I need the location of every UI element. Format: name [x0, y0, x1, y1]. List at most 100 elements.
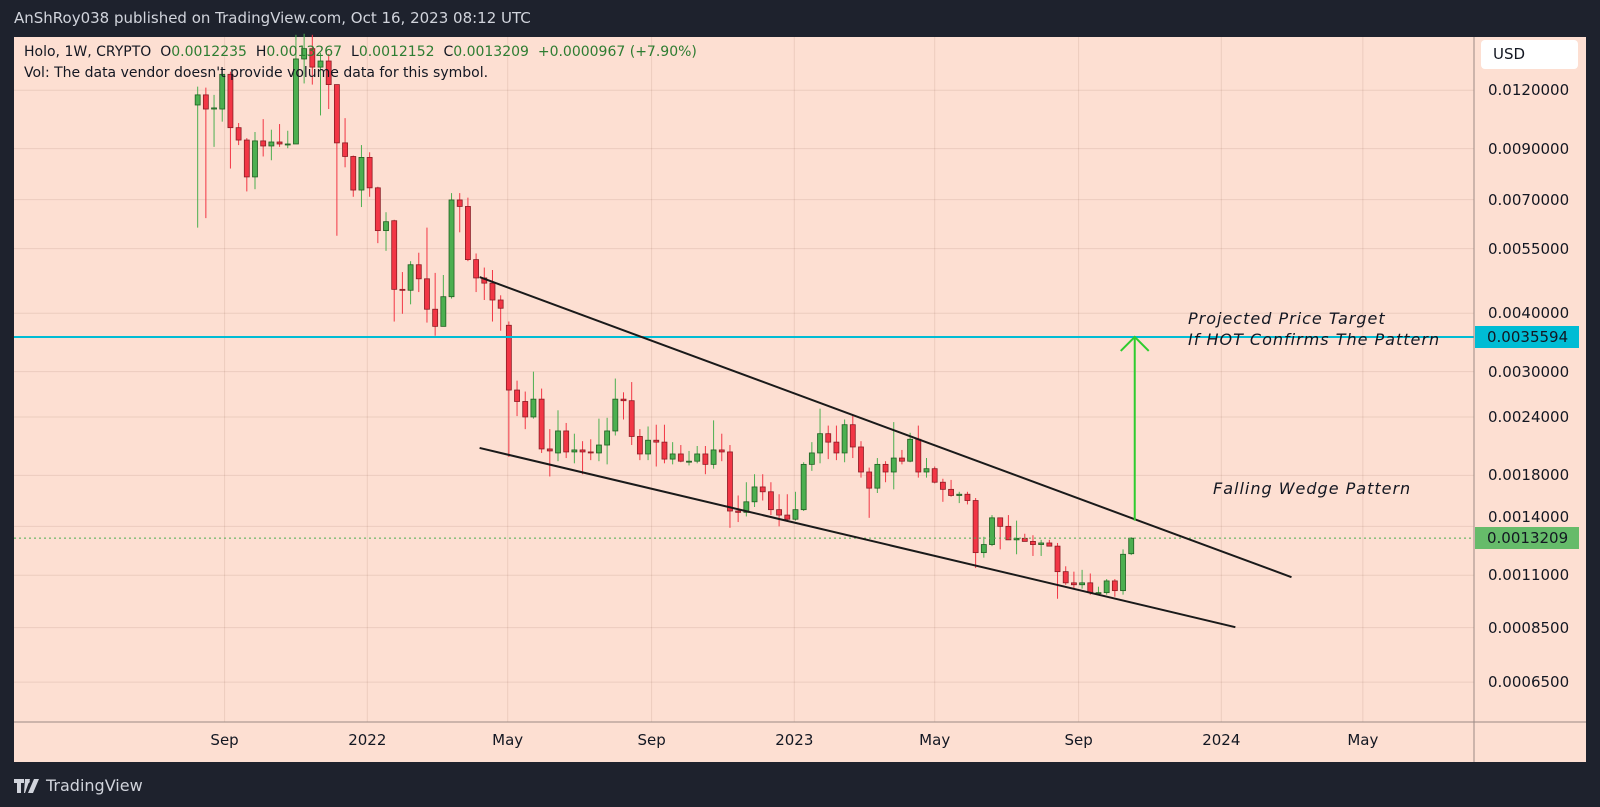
candle-body — [366, 157, 373, 189]
upper-wedge-line[interactable] — [479, 276, 1292, 579]
candle — [980, 536, 987, 558]
candle-body — [211, 107, 217, 110]
price-tick-label: 0.0030000 — [1488, 362, 1570, 381]
candle-body — [694, 453, 701, 462]
candle-body — [972, 500, 979, 554]
candle-body — [235, 127, 242, 141]
candle-body — [333, 84, 340, 144]
candle-body — [1021, 537, 1028, 542]
candle-body — [1046, 542, 1053, 547]
candle-body — [268, 141, 275, 147]
candle — [948, 479, 954, 497]
lower-wedge-line[interactable] — [479, 446, 1236, 629]
candle — [751, 474, 758, 508]
price-tick-label: 0.0006500 — [1488, 673, 1570, 692]
candle-body — [399, 288, 406, 291]
candle — [784, 494, 791, 521]
grid — [14, 37, 1474, 722]
candle — [456, 193, 463, 233]
axes-frame — [14, 37, 1586, 762]
candle — [956, 491, 963, 504]
candle — [546, 429, 553, 477]
candle — [1103, 579, 1110, 595]
ohlc-legend: Holo, 1W, CRYPTO O0.0012235 H0.0013267 L… — [24, 44, 697, 60]
candle — [939, 478, 946, 502]
candle — [383, 212, 389, 251]
candle — [710, 420, 717, 469]
logo-text: TradingView — [46, 776, 143, 795]
candle-body — [768, 491, 774, 511]
candle-body — [645, 439, 651, 455]
candle-body — [219, 73, 226, 110]
target-text-1: Projected Price Target — [1188, 309, 1386, 328]
candle — [497, 295, 504, 331]
candle — [358, 145, 365, 208]
close-label: C — [443, 44, 454, 60]
candle — [284, 130, 291, 149]
candle-body — [309, 48, 316, 68]
candle — [235, 123, 242, 146]
candle — [890, 422, 897, 490]
candle-body — [555, 430, 561, 454]
candle-body — [194, 94, 201, 106]
candle-body — [1005, 525, 1012, 541]
candle-body — [473, 259, 479, 279]
price-tick-label: 0.0024000 — [1488, 407, 1570, 426]
candle — [1013, 520, 1020, 555]
candle-body — [391, 220, 398, 290]
price-tick-label: 0.0018000 — [1488, 466, 1570, 485]
candle-body — [669, 453, 676, 460]
chart-panel[interactable] — [14, 37, 1586, 762]
candle-body — [1013, 537, 1020, 541]
time-tick-label: Sep — [210, 731, 239, 749]
candle — [1021, 533, 1028, 542]
candle — [505, 321, 512, 458]
candle — [342, 118, 348, 168]
candle — [727, 445, 733, 528]
candle-body — [808, 452, 815, 465]
candle — [260, 119, 267, 157]
candle — [989, 515, 995, 547]
candle-body — [661, 441, 668, 460]
candle — [604, 417, 611, 465]
candle-body — [923, 468, 930, 473]
candle-body — [202, 94, 209, 110]
candle — [645, 426, 651, 461]
candle-body — [997, 517, 1004, 527]
candle — [768, 482, 774, 516]
candle — [800, 462, 807, 512]
candle-body — [350, 156, 357, 191]
currency-button[interactable]: USD — [1481, 40, 1578, 69]
candle — [1038, 539, 1045, 556]
candle-body — [465, 206, 471, 261]
candle — [276, 124, 283, 147]
candle — [669, 442, 676, 465]
candle-body — [383, 221, 389, 232]
candle-body — [989, 517, 995, 545]
candle-body — [628, 400, 635, 437]
candle — [1054, 542, 1061, 599]
candle — [538, 388, 545, 453]
candle — [555, 410, 561, 462]
candle-body — [636, 436, 643, 455]
candle — [522, 391, 529, 430]
candle — [268, 129, 275, 161]
candle-body — [546, 448, 553, 452]
candle — [866, 467, 873, 518]
tradingview-logo[interactable]: TradingView — [14, 776, 143, 795]
candle — [899, 449, 905, 465]
candle — [808, 442, 815, 471]
candle — [563, 422, 570, 459]
candle-body — [596, 444, 602, 454]
candle — [1111, 579, 1118, 597]
candle — [907, 432, 914, 463]
candle — [194, 86, 201, 228]
candle — [399, 272, 406, 314]
tradingview-logo-icon — [14, 778, 39, 793]
candle — [252, 131, 258, 190]
candle — [759, 474, 766, 501]
candle — [686, 450, 692, 466]
candle — [964, 491, 971, 505]
candle-body — [899, 457, 905, 462]
